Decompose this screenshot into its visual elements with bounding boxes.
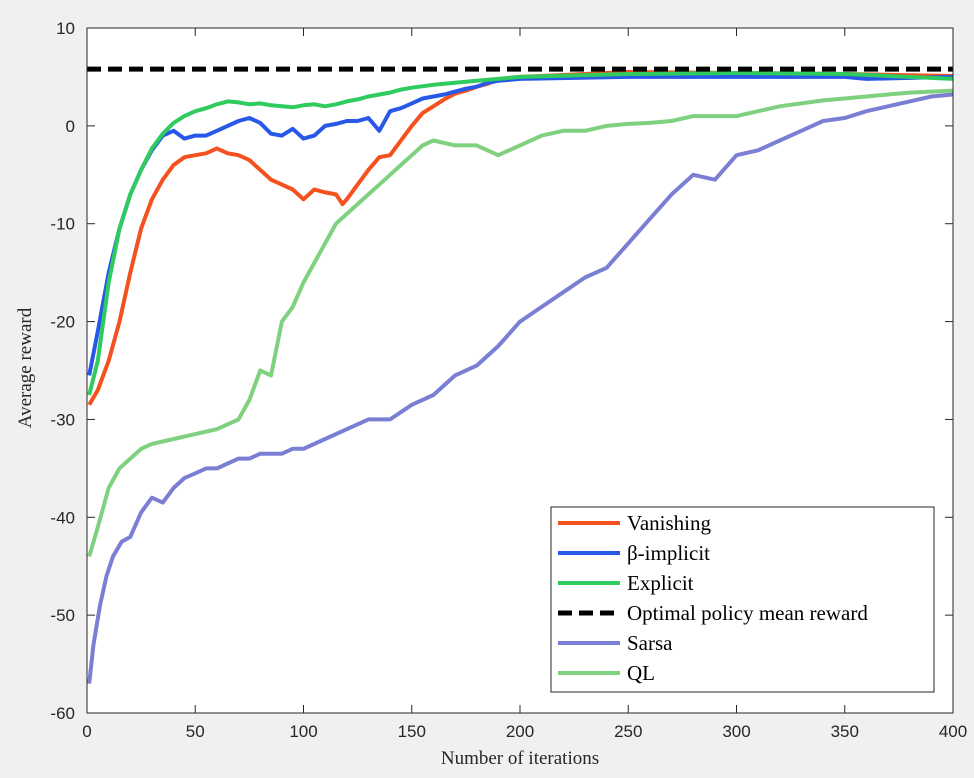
legend-label: Explicit	[627, 571, 694, 595]
x-tick-label: 200	[506, 722, 534, 741]
series-lines	[87, 66, 954, 684]
legend-label: Vanishing	[627, 511, 712, 535]
legend-label: QL	[627, 661, 655, 685]
x-tick-label: 300	[722, 722, 750, 741]
y-tick-label: -20	[50, 313, 75, 332]
series-line	[87, 92, 954, 684]
plot-frame	[86, 27, 954, 714]
series-line	[87, 88, 954, 557]
x-tick-label: 150	[398, 722, 426, 741]
x-tick-label: 100	[289, 722, 317, 741]
series-line	[87, 71, 954, 396]
x-axis-label: Number of iterations	[441, 748, 599, 769]
x-tick-label: 400	[939, 722, 967, 741]
legend-box	[550, 506, 935, 693]
y-tick-label: 0	[66, 117, 75, 136]
y-axis-label: Average reward	[15, 307, 36, 428]
y-tick-label: -30	[50, 410, 75, 429]
x-tick-label: 250	[614, 722, 642, 741]
y-tick-label: -40	[50, 508, 75, 527]
series-line	[87, 74, 954, 376]
legend-label: Sarsa	[627, 631, 673, 655]
legend-label: β-implicit	[627, 541, 710, 565]
y-tick-label: -50	[50, 606, 75, 625]
y-tick-label: -10	[50, 215, 75, 234]
y-tick-label: 10	[56, 19, 75, 38]
x-tick-label: 0	[82, 722, 91, 741]
legend: Vanishing β-implicit Explicit Optimal polic…	[550, 506, 935, 693]
axis-ticks: 0 50 100 150 200 250 300 350 400100-10-20-30-40-…	[50, 19, 967, 741]
x-tick-label: 350	[831, 722, 859, 741]
x-tick-label: 50	[186, 722, 205, 741]
y-tick-label: -60	[50, 704, 75, 723]
legend-label: Optimal policy mean reward	[627, 601, 868, 625]
